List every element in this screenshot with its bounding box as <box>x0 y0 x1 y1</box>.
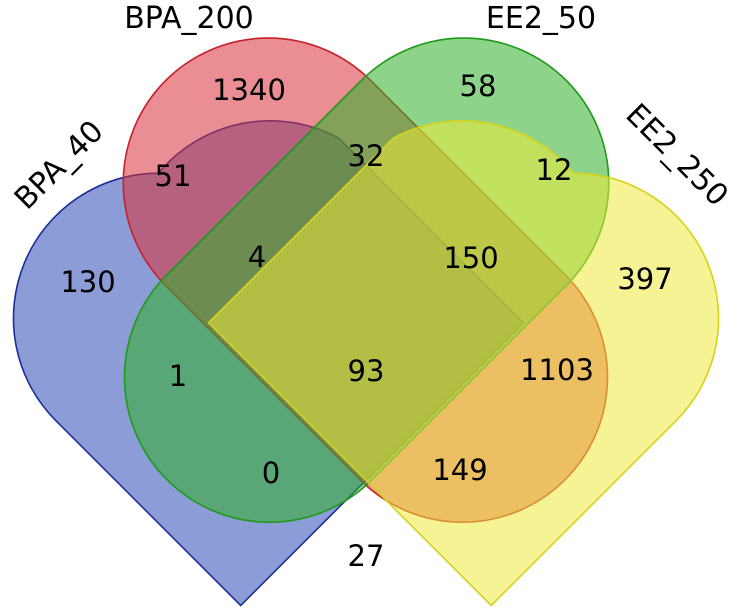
count-bpa200-ee250: 32 <box>348 139 385 173</box>
count-bpa200-only: 1340 <box>212 73 286 107</box>
count-ee250-only: 58 <box>460 69 497 103</box>
set-shape-ee2250 <box>207 120 720 607</box>
set-label-bpa200: BPA_200 <box>124 1 254 36</box>
count-bpa200-ee2250: 1103 <box>520 353 594 387</box>
count-ee250-ee2250: 12 <box>536 153 573 187</box>
count-bpa200-ee250-ee2250: 150 <box>443 241 498 275</box>
count-bpa40-ee250-ee2250: 0 <box>262 456 280 490</box>
set-shapes <box>12 37 720 607</box>
count-bpa40-bpa200-ee250: 4 <box>248 240 266 274</box>
count-bpa40-only: 130 <box>60 265 115 299</box>
count-bpa40-bpa200: 51 <box>155 159 192 193</box>
count-ee2250-only: 397 <box>617 262 672 296</box>
count-bpa40-ee2250: 27 <box>348 539 385 573</box>
count-bpa40-bpa200-ee2250: 149 <box>432 453 487 487</box>
set-label-ee250: EE2_50 <box>486 1 596 36</box>
count-all-four: 93 <box>348 354 385 388</box>
count-bpa40-ee250: 1 <box>169 359 187 393</box>
region-counts: 1340 58 130 397 51 32 12 4 150 1 93 1103… <box>60 69 672 573</box>
